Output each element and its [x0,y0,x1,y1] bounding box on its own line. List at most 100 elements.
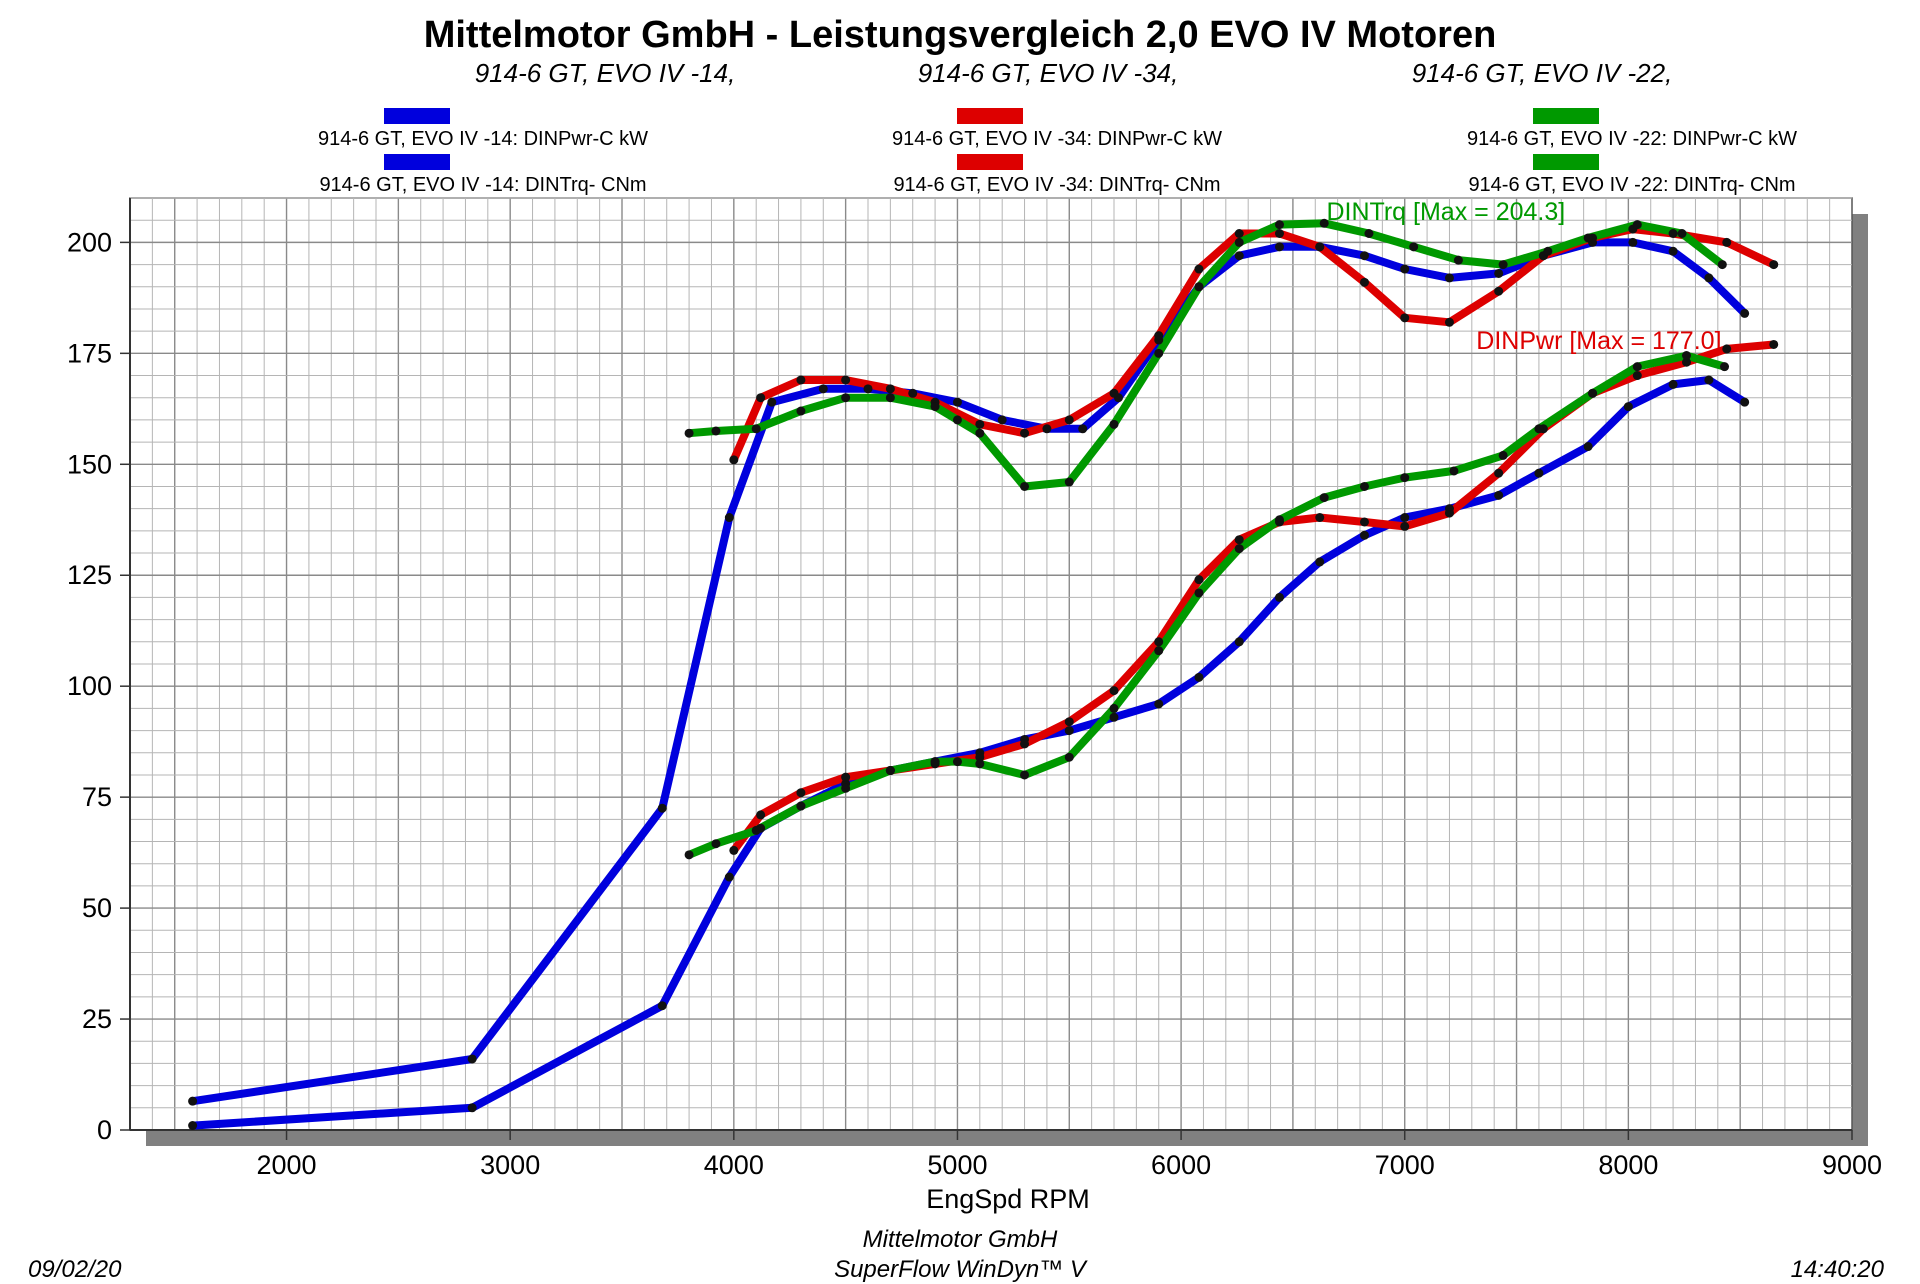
data-point [1315,242,1325,252]
data-point [1682,357,1692,367]
x-tick-label: 3000 [480,1150,540,1180]
data-point [1583,233,1593,243]
data-point [1359,517,1369,527]
data-point [841,783,851,793]
data-point [1704,273,1714,283]
data-point [1274,229,1284,239]
data-point [188,1121,198,1131]
data-point [711,426,721,436]
data-point [756,393,766,403]
data-point [1109,712,1119,722]
data-point [1453,255,1463,265]
data-point [1583,442,1593,452]
y-tick-label: 25 [82,1004,112,1034]
data-point [1020,739,1030,749]
legend-swatch-14-power [384,108,450,124]
footer-date: 09/02/20 [28,1256,122,1283]
data-point [729,455,739,465]
data-point [1274,220,1284,230]
data-point [1064,726,1074,736]
data-point [1109,703,1119,713]
data-point [908,388,918,398]
data-point [1722,237,1732,247]
legend-label-14-power: 914-6 GT, EVO IV -14: DINPwr-C kW [317,128,649,150]
data-point [1543,246,1553,256]
x-tick-label: 8000 [1598,1150,1658,1180]
data-point [885,766,895,776]
data-point [997,415,1007,425]
data-point [1668,246,1678,256]
data-point [1364,229,1374,239]
y-tick-label: 50 [82,893,112,923]
data-point [1109,388,1119,398]
data-point [467,1103,477,1113]
data-point [657,803,667,813]
footer-company: Mittelmotor GmbH [862,1226,1058,1253]
data-point [1042,424,1052,434]
legend-swatch-22-power [1533,108,1599,124]
x-axis-label: EngSpd RPM [926,1184,1090,1214]
data-point [751,424,761,434]
data-point [1064,717,1074,727]
data-point [1769,260,1779,270]
data-point [1494,286,1504,296]
data-point [1359,251,1369,261]
data-point [841,393,851,403]
data-point [1494,468,1504,478]
data-point [1064,415,1074,425]
y-tick-label: 0 [97,1115,112,1145]
data-point [1628,237,1638,247]
legend-label-22-power: 914-6 GT, EVO IV -22: DINPwr-C kW [1466,128,1798,150]
data-point [1717,260,1727,270]
data-point [1722,344,1732,354]
annotation-1: DINPwr [Max = 177.0] [1476,327,1721,355]
data-point [1359,277,1369,287]
x-tick-label: 9000 [1822,1150,1882,1180]
data-point [1274,242,1284,252]
data-point [796,406,806,416]
data-point [863,384,873,394]
data-point [1109,419,1119,429]
series-line-4 [685,351,1729,859]
data-point [1064,752,1074,762]
data-point [885,384,895,394]
x-tick-label: 2000 [257,1150,317,1180]
data-point [1194,264,1204,274]
data-point [796,375,806,385]
subtitle-engine-14: 914-6 GT, EVO IV -14, [474,58,736,88]
data-point [1623,402,1633,412]
data-point [1494,268,1504,278]
data-point [1064,477,1074,487]
y-tick-label: 100 [67,671,112,701]
data-point [1400,473,1410,483]
y-tick-label: 125 [67,560,112,590]
legend-swatch-14-torque [384,154,450,170]
data-point [1498,450,1508,460]
x-tick-label: 5000 [927,1150,987,1180]
data-point [952,757,962,767]
data-point [1234,637,1244,647]
x-tick-label: 7000 [1375,1150,1435,1180]
data-point [1194,575,1204,585]
y-tick-label: 175 [67,338,112,368]
data-point [796,788,806,798]
subtitle-engine-22: 914-6 GT, EVO IV -22, [1411,58,1673,88]
data-point [1154,348,1164,358]
data-point [756,810,766,820]
data-point [1668,379,1678,389]
data-point [1498,260,1508,270]
data-point [1319,493,1329,503]
data-point [1677,229,1687,239]
data-point [1740,308,1750,318]
data-point [1400,264,1410,274]
data-point [1534,424,1544,434]
legend-swatch-34-torque [957,154,1023,170]
data-point [188,1096,198,1106]
data-point [975,752,985,762]
data-point [1194,672,1204,682]
legend-label-34-torque: 914-6 GT, EVO IV -34: DINTrq- CNm [893,174,1221,196]
data-point [467,1054,477,1064]
data-point [1315,557,1325,567]
data-point [975,428,985,438]
